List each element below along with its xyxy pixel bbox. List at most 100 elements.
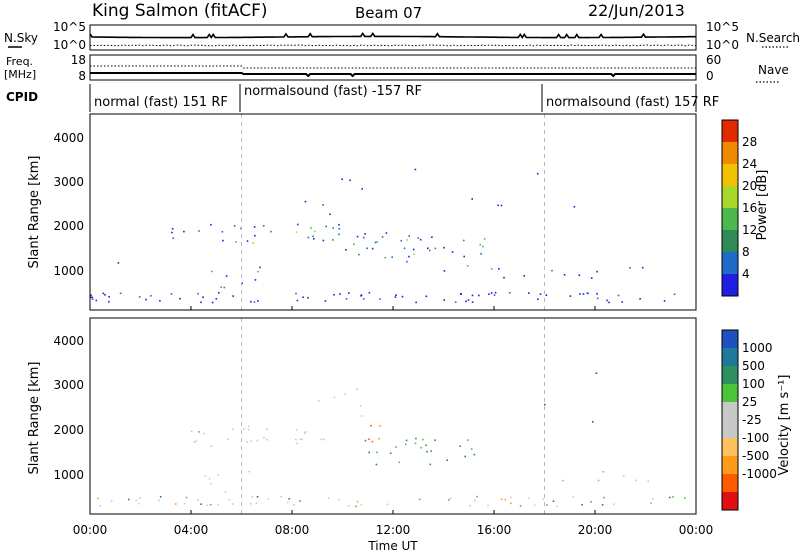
data-cell — [183, 502, 186, 505]
data-cell — [434, 247, 437, 250]
power-panel-frame — [89, 113, 697, 311]
data-cell — [307, 236, 310, 239]
data-cell — [295, 438, 297, 441]
data-cell — [208, 477, 211, 480]
data-cell — [663, 300, 666, 302]
data-cell — [263, 436, 265, 439]
data-cell — [313, 238, 315, 240]
velocity-colorbar-tick: -25 — [742, 413, 762, 427]
data-cell — [590, 277, 593, 279]
data-cell — [579, 293, 581, 295]
data-cell — [471, 198, 473, 200]
time-axis-ticks: 00:00 04:00 08:00 12:00 16:00 20:00 00:00 — [73, 306, 713, 537]
cpid-label: CPID — [6, 90, 38, 104]
colorbar-swatch — [722, 230, 738, 252]
data-cell — [376, 451, 378, 454]
data-cell — [569, 295, 572, 297]
data-cell — [500, 498, 503, 501]
data-cell — [443, 299, 446, 301]
data-cell — [247, 428, 250, 431]
data-cell — [256, 439, 259, 442]
data-cell — [248, 470, 250, 473]
data-cell — [304, 431, 307, 433]
data-cell — [617, 294, 620, 297]
freq-series — [90, 65, 696, 69]
data-cell — [483, 238, 486, 240]
power-colorbar: 4 8 12 16 20 24 28 — [721, 119, 757, 297]
data-cell — [339, 293, 341, 295]
velocity-ytick-4000: 4000 — [53, 334, 84, 348]
colorbar-swatch — [722, 142, 738, 164]
data-cell — [596, 293, 598, 295]
data-cell — [211, 301, 214, 304]
data-cell — [241, 282, 243, 285]
data-cell — [408, 235, 410, 237]
data-cell — [280, 496, 282, 498]
data-cell — [408, 255, 410, 258]
data-cell — [375, 463, 378, 466]
power-colorbar-tick: 16 — [742, 201, 757, 215]
data-cell — [386, 503, 389, 506]
data-cell — [403, 247, 406, 250]
data-cell — [235, 241, 237, 243]
nave-tick-top: 60 — [706, 53, 721, 67]
data-cell — [500, 204, 503, 207]
data-cell — [170, 293, 173, 295]
data-cell — [406, 260, 408, 263]
data-cell — [210, 223, 212, 226]
data-cell — [533, 504, 536, 506]
data-cell — [327, 497, 330, 499]
data-cell — [422, 438, 424, 441]
data-cell — [344, 393, 346, 395]
data-cell — [293, 504, 295, 506]
colorbar-swatch — [722, 384, 738, 402]
data-cell — [266, 428, 268, 431]
data-cell — [539, 293, 542, 295]
data-cell — [360, 294, 363, 296]
data-cell — [581, 503, 583, 506]
data-cell — [405, 443, 407, 446]
data-cell — [597, 479, 600, 482]
velocity-colorbar-tick: 100 — [742, 377, 765, 391]
data-cell — [299, 438, 302, 440]
data-cell — [466, 439, 469, 441]
data-cell — [210, 445, 213, 448]
data-cell — [443, 270, 446, 272]
velocity-ytick-1000: 1000 — [53, 468, 84, 482]
data-cell — [183, 230, 185, 233]
data-cell — [220, 286, 222, 288]
data-cell — [296, 299, 299, 302]
data-cell — [606, 299, 608, 302]
data-cell — [582, 293, 585, 295]
data-cell — [314, 230, 316, 233]
nave-series — [90, 72, 696, 78]
data-cell — [251, 496, 254, 498]
data-cell — [139, 497, 141, 499]
data-cell — [448, 499, 450, 501]
nsearch-tick-bottom: 10^0 — [706, 38, 739, 52]
data-cell — [185, 496, 188, 499]
data-cell — [202, 432, 205, 435]
beam-title: Beam 07 — [355, 4, 422, 22]
data-cell — [366, 247, 368, 250]
data-cell — [546, 504, 548, 506]
data-cell — [493, 294, 496, 296]
colorbar-swatch — [722, 274, 738, 296]
data-cell — [431, 236, 433, 238]
data-cell — [425, 295, 428, 298]
data-cell — [672, 496, 674, 498]
colorbar-swatch — [722, 330, 738, 348]
data-cell — [467, 299, 470, 301]
data-cell — [573, 206, 576, 208]
data-cell — [150, 295, 152, 297]
colorbar-swatch — [722, 402, 738, 420]
data-cell — [385, 232, 388, 234]
velocity-colorbar-tick: 25 — [742, 395, 757, 409]
nave-tick-bottom: 0 — [706, 69, 714, 83]
data-cell — [629, 267, 631, 269]
data-cell — [587, 292, 589, 295]
power-ylabel: Slant Range [km] — [27, 156, 42, 269]
colorbar-swatch — [722, 456, 738, 474]
data-cell — [196, 499, 199, 501]
